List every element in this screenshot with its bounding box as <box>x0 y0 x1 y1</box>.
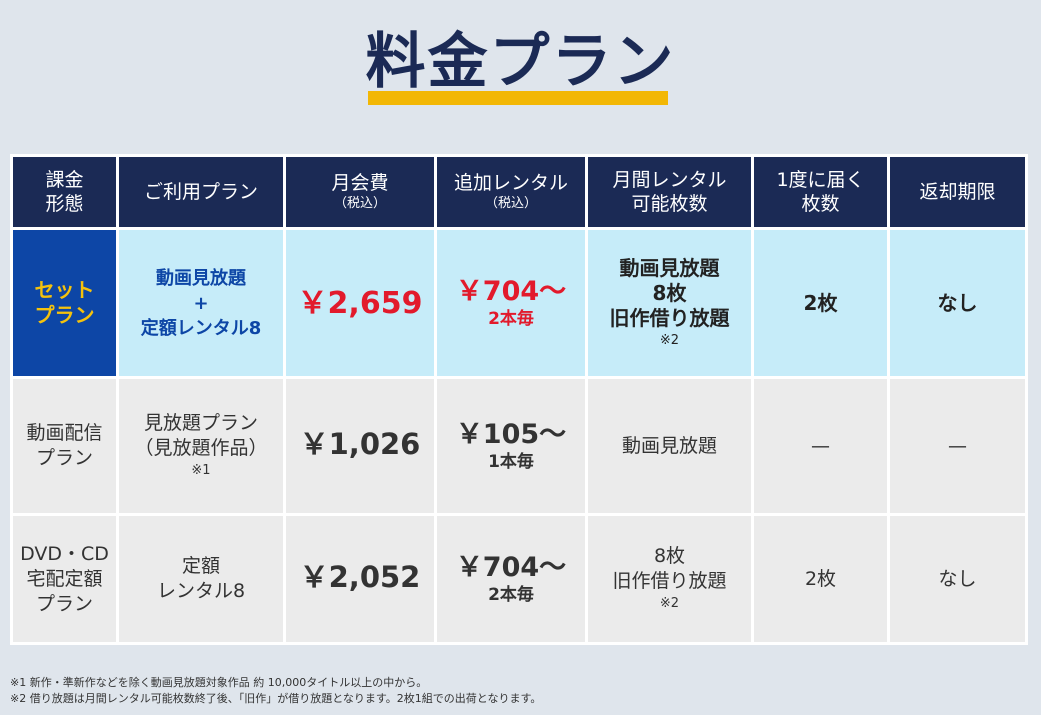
additional-rental-cell: ￥704～ 2本毎 <box>434 513 588 645</box>
table-row-video-plan: 動画配信 プラン 見放題プラン （見放題作品） ※1 ￥1,026 ￥105～ … <box>10 376 1028 516</box>
table-row-set-plan: セット プラン 動画見放題 + 定額レンタル8 ￥2,659 ￥704～ 2本毎… <box>10 227 1028 379</box>
monthly-limit-cell: 8枚 旧作借り放題 ※2 <box>585 513 754 645</box>
header-plan: ご利用プラン <box>116 154 286 230</box>
table-row-dvd-plan: DVD・CD 宅配定額 プラン 定額 レンタル8 ￥2,052 ￥704～ 2本… <box>10 513 1028 645</box>
page-title: 料金プラン <box>365 27 676 97</box>
billing-type-cell: DVD・CD 宅配定額 プラン <box>10 513 119 645</box>
footnote-1: ※1 新作・準新作などを除く動画見放題対象作品 約 10,000タイトル以上の中… <box>10 676 428 689</box>
footnotes: ※1 新作・準新作などを除く動画見放題対象作品 約 10,000タイトル以上の中… <box>10 675 1030 707</box>
billing-type-cell: 動画配信 プラン <box>10 376 119 516</box>
additional-rental-cell: ￥704～ 2本毎 <box>434 227 588 379</box>
header-billing-type: 課金 形態 <box>10 154 119 230</box>
header-per-delivery: 1度に届く 枚数 <box>751 154 890 230</box>
header-return-deadline: 返却期限 <box>887 154 1028 230</box>
pricing-table: 課金 形態 ご利用プラン 月会費 （税込） 追加レンタル （税込） 月間レンタル… <box>10 154 1028 645</box>
header-monthly-limit: 月間レンタル 可能枚数 <box>585 154 754 230</box>
monthly-fee-cell: ￥2,659 <box>283 227 437 379</box>
table-header-row: 課金 形態 ご利用プラン 月会費 （税込） 追加レンタル （税込） 月間レンタル… <box>10 154 1028 230</box>
monthly-limit-cell: 動画見放題 <box>585 376 754 516</box>
monthly-fee-cell: ￥1,026 <box>283 376 437 516</box>
per-delivery-cell: 2枚 <box>751 513 890 645</box>
plan-cell: 動画見放題 + 定額レンタル8 <box>116 227 286 379</box>
plan-cell: 定額 レンタル8 <box>116 513 286 645</box>
return-deadline-cell: — <box>887 376 1028 516</box>
monthly-fee-cell: ￥2,052 <box>283 513 437 645</box>
monthly-limit-cell: 動画見放題 8枚 旧作借り放題 ※2 <box>585 227 754 379</box>
plan-cell: 見放題プラン （見放題作品） ※1 <box>116 376 286 516</box>
billing-type-cell: セット プラン <box>10 227 119 379</box>
title-underline <box>368 91 668 105</box>
title-area: 料金プラン <box>0 22 1041 112</box>
header-monthly-fee: 月会費 （税込） <box>283 154 437 230</box>
footnote-2: ※2 借り放題は月間レンタル可能枚数終了後、「旧作」が借り放題となります。2枚1… <box>10 692 542 705</box>
additional-rental-cell: ￥105～ 1本毎 <box>434 376 588 516</box>
return-deadline-cell: なし <box>887 513 1028 645</box>
header-additional-rental: 追加レンタル （税込） <box>434 154 588 230</box>
per-delivery-cell: 2枚 <box>751 227 890 379</box>
per-delivery-cell: — <box>751 376 890 516</box>
return-deadline-cell: なし <box>887 227 1028 379</box>
